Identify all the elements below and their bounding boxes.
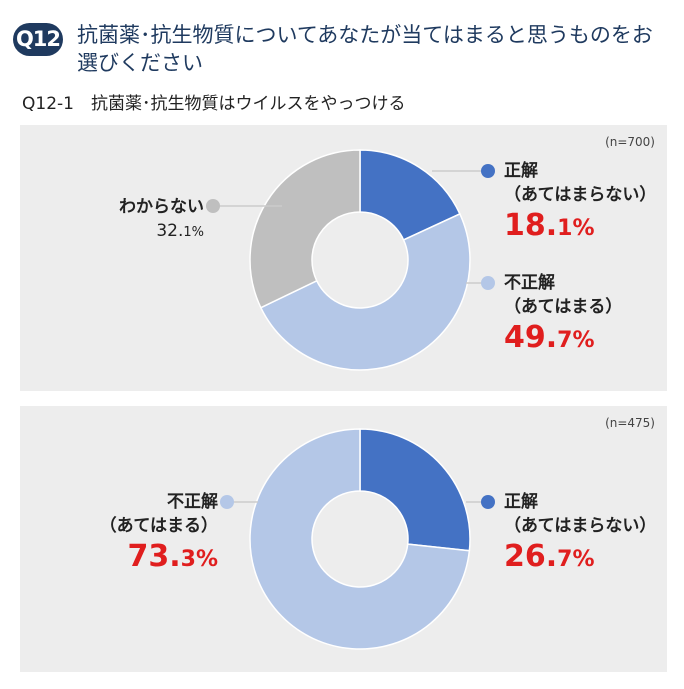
question-badge: Q12 bbox=[13, 23, 63, 56]
sample-size-label: (n=475) bbox=[605, 416, 655, 430]
slice-percent: 18.1% bbox=[504, 208, 595, 243]
slice-percent: 49.7% bbox=[504, 320, 595, 355]
donut-chart-1 bbox=[206, 149, 495, 371]
chart-panel-2: (n=475) 正解 （あてはまらない） 26.7% 不正解 （あてはまる） 7… bbox=[20, 406, 667, 672]
slice-label-line2: （あてはまる） bbox=[504, 297, 623, 317]
sample-size-label: (n=700) bbox=[605, 135, 655, 149]
slice-label-line1: 不正解 bbox=[167, 492, 218, 512]
slice-label-line2: （あてはまる） bbox=[99, 516, 218, 536]
slice-label-line1: 正解 bbox=[504, 161, 538, 181]
slice-label-line1: わからない bbox=[119, 197, 204, 217]
slice-label-correct: 正解 （あてはまらない） 18.1% bbox=[504, 159, 656, 249]
slice-label-line2: （あてはまらない） bbox=[504, 516, 657, 536]
slice-label-correct: 正解 （あてはまらない） 26.7% bbox=[504, 490, 656, 580]
slice-percent: 26.7% bbox=[504, 539, 595, 574]
slice-label-unknown: わからない 32.1% bbox=[80, 195, 204, 245]
donut-slice bbox=[359, 149, 461, 241]
donut-slice bbox=[259, 212, 471, 371]
question-title: 抗菌薬･抗生物質についてあなたが当てはまると思うものをお選びください bbox=[77, 23, 653, 75]
slice-label-line1: 不正解 bbox=[504, 273, 555, 293]
slice-percent: 73.3% bbox=[127, 539, 218, 574]
chart-panel-1: (n=700) 正解 （あてはまらない） 18.1% 不正解 （あてはまる） 4… bbox=[20, 125, 667, 391]
legend-dot bbox=[481, 276, 495, 290]
legend-dot bbox=[481, 164, 495, 178]
slice-label-incorrect: 不正解 （あてはまる） 73.3% bbox=[60, 490, 218, 580]
sub-question-title: Q12-1 抗菌薬･抗生物質はウイルスをやっつける bbox=[22, 94, 406, 114]
donut-slice bbox=[359, 428, 471, 552]
donut-chart-2 bbox=[220, 428, 495, 650]
legend-dot bbox=[481, 495, 495, 509]
donut-slice bbox=[249, 428, 471, 650]
legend-dot bbox=[220, 495, 234, 509]
slice-label-line1: 正解 bbox=[504, 492, 538, 512]
slice-label-line2: （あてはまらない） bbox=[504, 185, 657, 205]
donut-slice bbox=[249, 149, 361, 309]
slice-label-incorrect: 不正解 （あてはまる） 49.7% bbox=[504, 271, 622, 361]
legend-dot bbox=[206, 199, 220, 213]
slice-percent: 32.1% bbox=[156, 221, 204, 241]
